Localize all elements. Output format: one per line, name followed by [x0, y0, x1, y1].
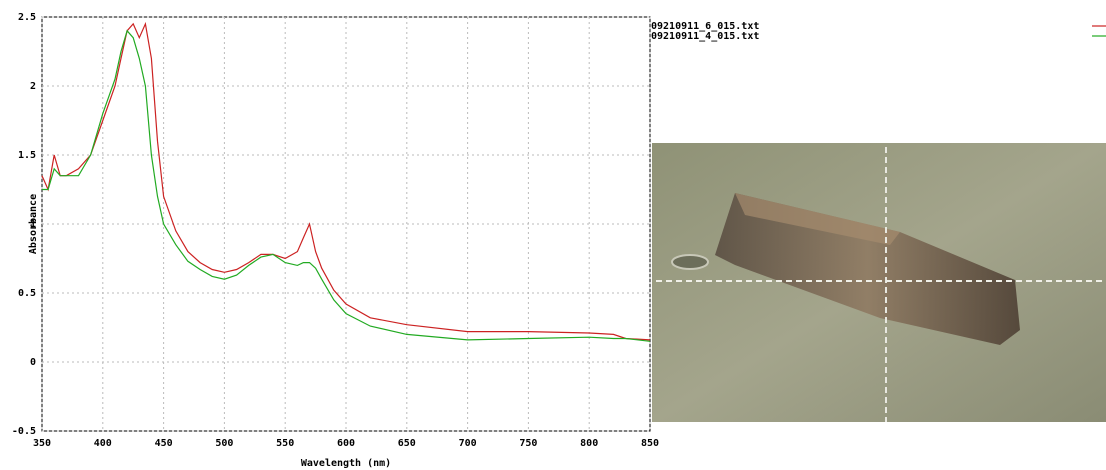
legend-label: 09210911_4_015.txt [651, 31, 759, 42]
x-tick-label: 450 [155, 438, 173, 449]
x-tick-label: 400 [94, 438, 112, 449]
y-tick-label: 0.5 [18, 288, 36, 299]
x-tick-label: 500 [215, 438, 233, 449]
y-tick-label: -0.5 [12, 426, 36, 437]
y-tick-label: 1 [30, 219, 36, 230]
x-tick-label: 800 [580, 438, 598, 449]
y-tick-label: 1.5 [18, 150, 36, 161]
x-tick-label: 350 [33, 438, 51, 449]
x-tick-label: 850 [641, 438, 659, 449]
x-tick-label: 750 [519, 438, 537, 449]
y-tick-label: 0 [30, 357, 36, 368]
y-tick-label: 2.5 [18, 12, 36, 23]
line-series [41, 21, 651, 341]
line-series [42, 29, 651, 342]
y-axis-label: Absorbance [28, 194, 39, 254]
x-tick-label: 550 [276, 438, 294, 449]
x-tick-label: 600 [337, 438, 355, 449]
legend-label: 09210911_6_015.txt [651, 21, 759, 32]
x-axis-label: Wavelength (nm) [301, 458, 391, 469]
x-tick-label: 650 [398, 438, 416, 449]
photo [652, 143, 1106, 422]
y-tick-label: 2 [30, 81, 36, 92]
x-tick-label: 700 [459, 438, 477, 449]
